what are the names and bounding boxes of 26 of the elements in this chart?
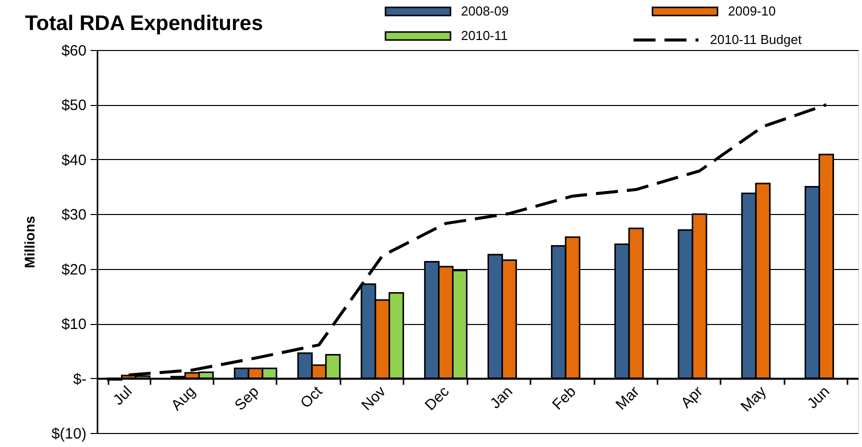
y-tick-label: $40 (61, 152, 86, 169)
x-tick-label: Nov (358, 382, 390, 414)
x-tick-label: Dec (422, 382, 453, 414)
y-tick-label: $20 (61, 261, 86, 278)
x-tick-label: Jun (804, 383, 834, 412)
x-tick-label: Feb (549, 383, 580, 414)
chart-title: Total RDA Expenditures (25, 12, 264, 35)
x-tick-label: Sep (232, 383, 262, 414)
x-tick-label: Jan (486, 383, 516, 412)
y-tick-label: $60 (61, 42, 86, 60)
legend-label: 2009-10 (728, 3, 776, 18)
y-tick-label: $30 (61, 206, 86, 224)
x-tick-label: May (738, 382, 770, 416)
y-axis-title: Millions (21, 216, 38, 268)
x-tick-label: Oct (297, 382, 326, 412)
y-tick-label: $- (73, 370, 86, 388)
y-tick-label: $(10) (51, 426, 86, 442)
y-tick-label: $10 (61, 316, 86, 334)
legend-label: 2008-09 (461, 3, 509, 18)
x-tick-label: Mar (612, 383, 643, 414)
x-tick-label: Aug (168, 383, 199, 414)
x-tick-label: Apr (678, 383, 706, 412)
legend-label: 2010-11 Budget (710, 32, 802, 47)
y-tick-label: $50 (61, 97, 86, 114)
legend-label: 2010-11 (461, 28, 508, 43)
x-tick-label: Jul (110, 383, 136, 409)
